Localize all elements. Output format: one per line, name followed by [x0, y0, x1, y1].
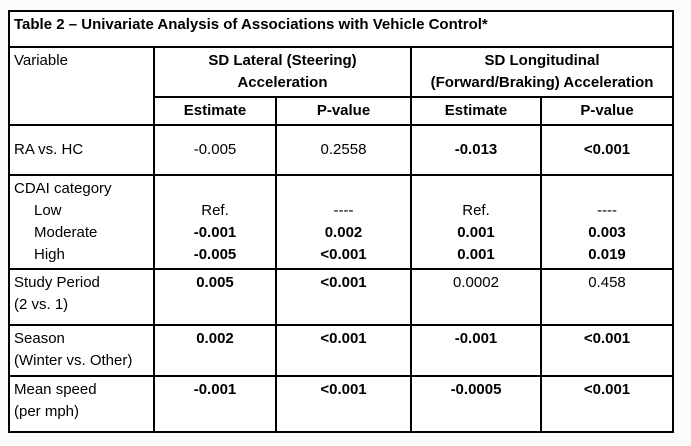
column-group-sd-longitudinal: SD Longitudinal (Forward/Braking) Accele…	[410, 46, 674, 98]
cdai-high-longitudinal-estimate: 0.001	[457, 246, 495, 263]
row-mean-speed: Mean speed (per mph) -0.001 <0.001 -0.00…	[8, 375, 674, 433]
cell-study-lateral-pvalue: <0.001	[275, 268, 412, 326]
cdai-high-lateral-pvalue: <0.001	[320, 246, 367, 263]
row-cdai-category: CDAI category Low Moderate High Ref. -0.…	[8, 174, 674, 270]
group-header-line-1: SD Longitudinal	[484, 52, 600, 69]
cdai-low-longitudinal-estimate: Ref.	[462, 202, 490, 219]
cell-season-lateral-estimate: 0.002	[153, 324, 277, 377]
label-line-1: Study Period	[14, 274, 100, 291]
label-line-2: (2 vs. 1)	[14, 296, 69, 313]
label-line-1: Season	[14, 330, 65, 347]
spacer-line	[159, 178, 271, 200]
group-header-line-2: Acceleration	[237, 74, 328, 91]
row-study-period: Study Period (2 vs. 1) 0.005 <0.001 0.00…	[8, 268, 674, 326]
cdai-high-longitudinal-pvalue: 0.019	[588, 246, 626, 263]
label-line-2: (Winter vs. Other)	[14, 352, 133, 369]
cell-season-lateral-pvalue: <0.001	[275, 324, 412, 377]
row-label-season: Season (Winter vs. Other)	[8, 324, 155, 377]
cdai-label-moderate: Moderate	[34, 224, 98, 241]
cell-season-longitudinal-estimate: -0.001	[410, 324, 542, 377]
row-label-ra-vs-hc: RA vs. HC	[8, 124, 155, 176]
table-title: Table 2 – Univariate Analysis of Associa…	[8, 10, 674, 48]
header-group-row: Variable SD Lateral (Steering) Accelerat…	[8, 46, 674, 126]
cdai-group-label: CDAI category	[14, 180, 112, 197]
cell-cdai-longitudinal-pvalue: ---- 0.003 0.019	[540, 174, 674, 270]
column-group-sd-lateral: SD Lateral (Steering) Acceleration	[153, 46, 412, 98]
cdai-low-lateral-estimate: Ref.	[201, 202, 229, 219]
group-header-line-1: SD Lateral (Steering)	[208, 52, 357, 69]
cell-mean-longitudinal-estimate: -0.0005	[410, 375, 542, 433]
cell-ra-longitudinal-pvalue: <0.001	[540, 124, 674, 176]
group-header-line-2: (Forward/Braking) Acceleration	[430, 74, 654, 91]
cell-mean-longitudinal-pvalue: <0.001	[540, 375, 674, 433]
cell-study-longitudinal-pvalue: 0.458	[540, 268, 674, 326]
cell-mean-lateral-pvalue: <0.001	[275, 375, 412, 433]
column-header-pvalue-longitudinal: P-value	[540, 96, 674, 126]
label-line-2: (per mph)	[14, 403, 80, 420]
cdai-low-lateral-pvalue: ----	[333, 202, 354, 219]
column-header-estimate-lateral: Estimate	[153, 96, 277, 126]
cell-study-longitudinal-estimate: 0.0002	[410, 268, 542, 326]
spacer-line	[416, 178, 536, 200]
cell-study-lateral-estimate: 0.005	[153, 268, 277, 326]
column-header-estimate-longitudinal: Estimate	[410, 96, 542, 126]
row-ra-vs-hc: RA vs. HC -0.005 0.2558 -0.013 <0.001	[8, 124, 674, 176]
column-header-variable: Variable	[8, 46, 155, 126]
cdai-low-longitudinal-pvalue: ----	[597, 202, 617, 219]
cell-cdai-longitudinal-estimate: Ref. 0.001 0.001	[410, 174, 542, 270]
header-sub-row: Estimate P-value Estimate P-value	[9, 96, 674, 126]
cell-mean-lateral-estimate: -0.001	[153, 375, 277, 433]
cell-season-longitudinal-pvalue: <0.001	[540, 324, 674, 377]
cell-cdai-lateral-pvalue: ---- 0.002 <0.001	[275, 174, 412, 270]
row-season: Season (Winter vs. Other) 0.002 <0.001 -…	[8, 324, 674, 377]
cdai-moderate-longitudinal-estimate: 0.001	[457, 224, 495, 241]
spacer-line	[546, 178, 668, 200]
label-line-1: Mean speed	[14, 381, 97, 398]
cell-cdai-lateral-estimate: Ref. -0.001 -0.005	[153, 174, 277, 270]
cdai-moderate-lateral-estimate: -0.001	[193, 224, 237, 241]
title-row: Table 2 – Univariate Analysis of Associa…	[8, 10, 674, 48]
spacer-line	[281, 178, 406, 200]
cdai-moderate-lateral-pvalue: 0.002	[324, 224, 363, 241]
cell-ra-lateral-pvalue: 0.2558	[275, 124, 412, 176]
row-label-study-period: Study Period (2 vs. 1)	[8, 268, 155, 326]
column-header-pvalue-lateral: P-value	[275, 96, 412, 126]
univariate-analysis-table: Table 2 – Univariate Analysis of Associa…	[8, 10, 674, 433]
cdai-moderate-longitudinal-pvalue: 0.003	[588, 224, 626, 241]
row-label-cdai-category: CDAI category Low Moderate High	[8, 174, 155, 270]
table-2-container: Table 2 – Univariate Analysis of Associa…	[8, 10, 674, 433]
cell-ra-lateral-estimate: -0.005	[153, 124, 277, 176]
cdai-label-high: High	[34, 246, 65, 263]
cdai-high-lateral-estimate: -0.005	[193, 246, 237, 263]
row-label-mean-speed: Mean speed (per mph)	[8, 375, 155, 433]
cell-ra-longitudinal-estimate: -0.013	[410, 124, 542, 176]
cdai-label-low: Low	[34, 202, 62, 219]
